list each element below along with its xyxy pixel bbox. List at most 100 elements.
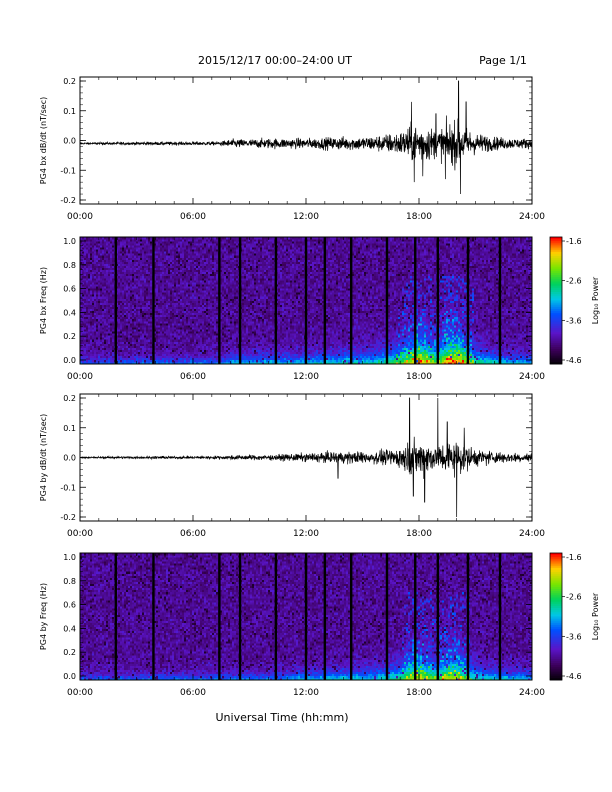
spectrogram-cell (164, 260, 166, 262)
spectrogram-cell (90, 350, 92, 352)
spectrogram-cell (174, 339, 176, 341)
spectrogram-cell (112, 296, 114, 298)
spectrogram-cell (84, 323, 86, 325)
spectrogram-cell (132, 262, 134, 264)
spectrogram-cell (124, 274, 126, 276)
spectrogram-cell (110, 346, 112, 348)
spectrogram-cell (100, 346, 102, 348)
spectrogram-cell (164, 257, 166, 259)
spectrogram-cell (112, 251, 114, 253)
spectrogram-cell (172, 253, 174, 255)
spectrogram-cell (206, 286, 208, 288)
spectrogram-cell (180, 358, 182, 360)
spectrogram-cell (150, 325, 152, 327)
spectrogram-cell (200, 305, 202, 307)
spectrogram-cell (140, 323, 142, 325)
spectrogram-cell (228, 331, 230, 333)
spectrogram-cell (88, 260, 90, 262)
spectrogram-cell (122, 282, 124, 284)
spectrogram-cell (162, 327, 164, 329)
spectrogram-cell (112, 307, 114, 309)
spectrogram-cell (100, 298, 102, 300)
spectrogram-cell (182, 282, 184, 284)
spectrogram-cell (228, 321, 230, 323)
spectrogram-cell (134, 352, 136, 354)
spectrogram-cell (192, 266, 194, 268)
spectrogram-cell (188, 278, 190, 280)
spectrogram-cell (192, 329, 194, 331)
spectrogram-cell (90, 282, 92, 284)
spectrogram-cell (236, 329, 238, 331)
spectrogram-cell (200, 280, 202, 282)
spectrogram-cell (202, 266, 204, 268)
spectrogram-cell (172, 294, 174, 296)
spectrogram-cell (88, 282, 90, 284)
spectrogram-cell (160, 301, 162, 303)
spectrogram-cell (228, 356, 230, 358)
spectrogram-cell (214, 319, 216, 321)
spectrogram-cell (134, 280, 136, 282)
spectrogram-cell (148, 251, 150, 253)
spectrogram-cell (142, 339, 144, 341)
spectrogram-cell (198, 301, 200, 303)
spectrogram-cell (234, 315, 236, 317)
spectrogram-cell (132, 309, 134, 311)
spectrogram-cell (192, 327, 194, 329)
spectrogram-cell (132, 321, 134, 323)
spectrogram-cell (170, 309, 172, 311)
spectrogram-cell (158, 298, 160, 300)
spectrogram-cell (214, 260, 216, 262)
spectrogram-cell (144, 346, 146, 348)
spectrogram-cell (204, 253, 206, 255)
spectrogram-cell (148, 298, 150, 300)
spectrogram-cell (92, 262, 94, 264)
spectrogram-cell (84, 247, 86, 249)
spectrogram-cell (96, 350, 98, 352)
spectrogram-cell (172, 280, 174, 282)
spectrogram-cell (174, 255, 176, 257)
spectrogram-cell (104, 348, 106, 350)
spectrogram-cell (190, 337, 192, 339)
spectrogram-cell (204, 266, 206, 268)
spectrogram-cell (178, 249, 180, 251)
spectrogram-cell (150, 241, 152, 243)
spectrogram-cell (108, 292, 110, 294)
spectrogram-cell (132, 280, 134, 282)
spectrogram-cell (212, 344, 214, 346)
spectrogram-cell (200, 239, 202, 241)
spectrogram-cell (108, 313, 110, 315)
spectrogram-cell (200, 352, 202, 354)
spectrogram-cell (158, 358, 160, 360)
spectrogram-cell (186, 346, 188, 348)
spectrogram-cell (108, 290, 110, 292)
spectrogram-cell (132, 325, 134, 327)
spectrogram-cell (194, 313, 196, 315)
spectrogram-cell (108, 282, 110, 284)
spectrogram-cell (130, 253, 132, 255)
spectrogram-cell (182, 255, 184, 257)
spectrogram-cell (136, 327, 138, 329)
spectrogram-cell (164, 292, 166, 294)
spectrogram-cell (142, 270, 144, 272)
spectrogram-cell (190, 325, 192, 327)
spectrogram-cell (176, 348, 178, 350)
spectrogram-cell (88, 356, 90, 358)
spectrogram-cell (98, 270, 100, 272)
spectrogram-cell (148, 255, 150, 257)
spectrogram-cell (160, 360, 162, 362)
spectrogram-cell (110, 274, 112, 276)
spectrogram-cell (214, 296, 216, 298)
spectrogram-cell (178, 296, 180, 298)
spectrogram-cell (224, 282, 226, 284)
spectrogram-cell (124, 253, 126, 255)
spectrogram-cell (176, 270, 178, 272)
spectrogram-cell (150, 352, 152, 354)
spectrogram-cell (210, 253, 212, 255)
spectrogram-cell (86, 270, 88, 272)
spectrogram-cell (162, 245, 164, 247)
spectrogram-cell (138, 288, 140, 290)
spectrogram-cell (232, 292, 234, 294)
spectrogram-cell (136, 315, 138, 317)
spectrogram-cell (130, 245, 132, 247)
spectrogram-cell (126, 352, 128, 354)
